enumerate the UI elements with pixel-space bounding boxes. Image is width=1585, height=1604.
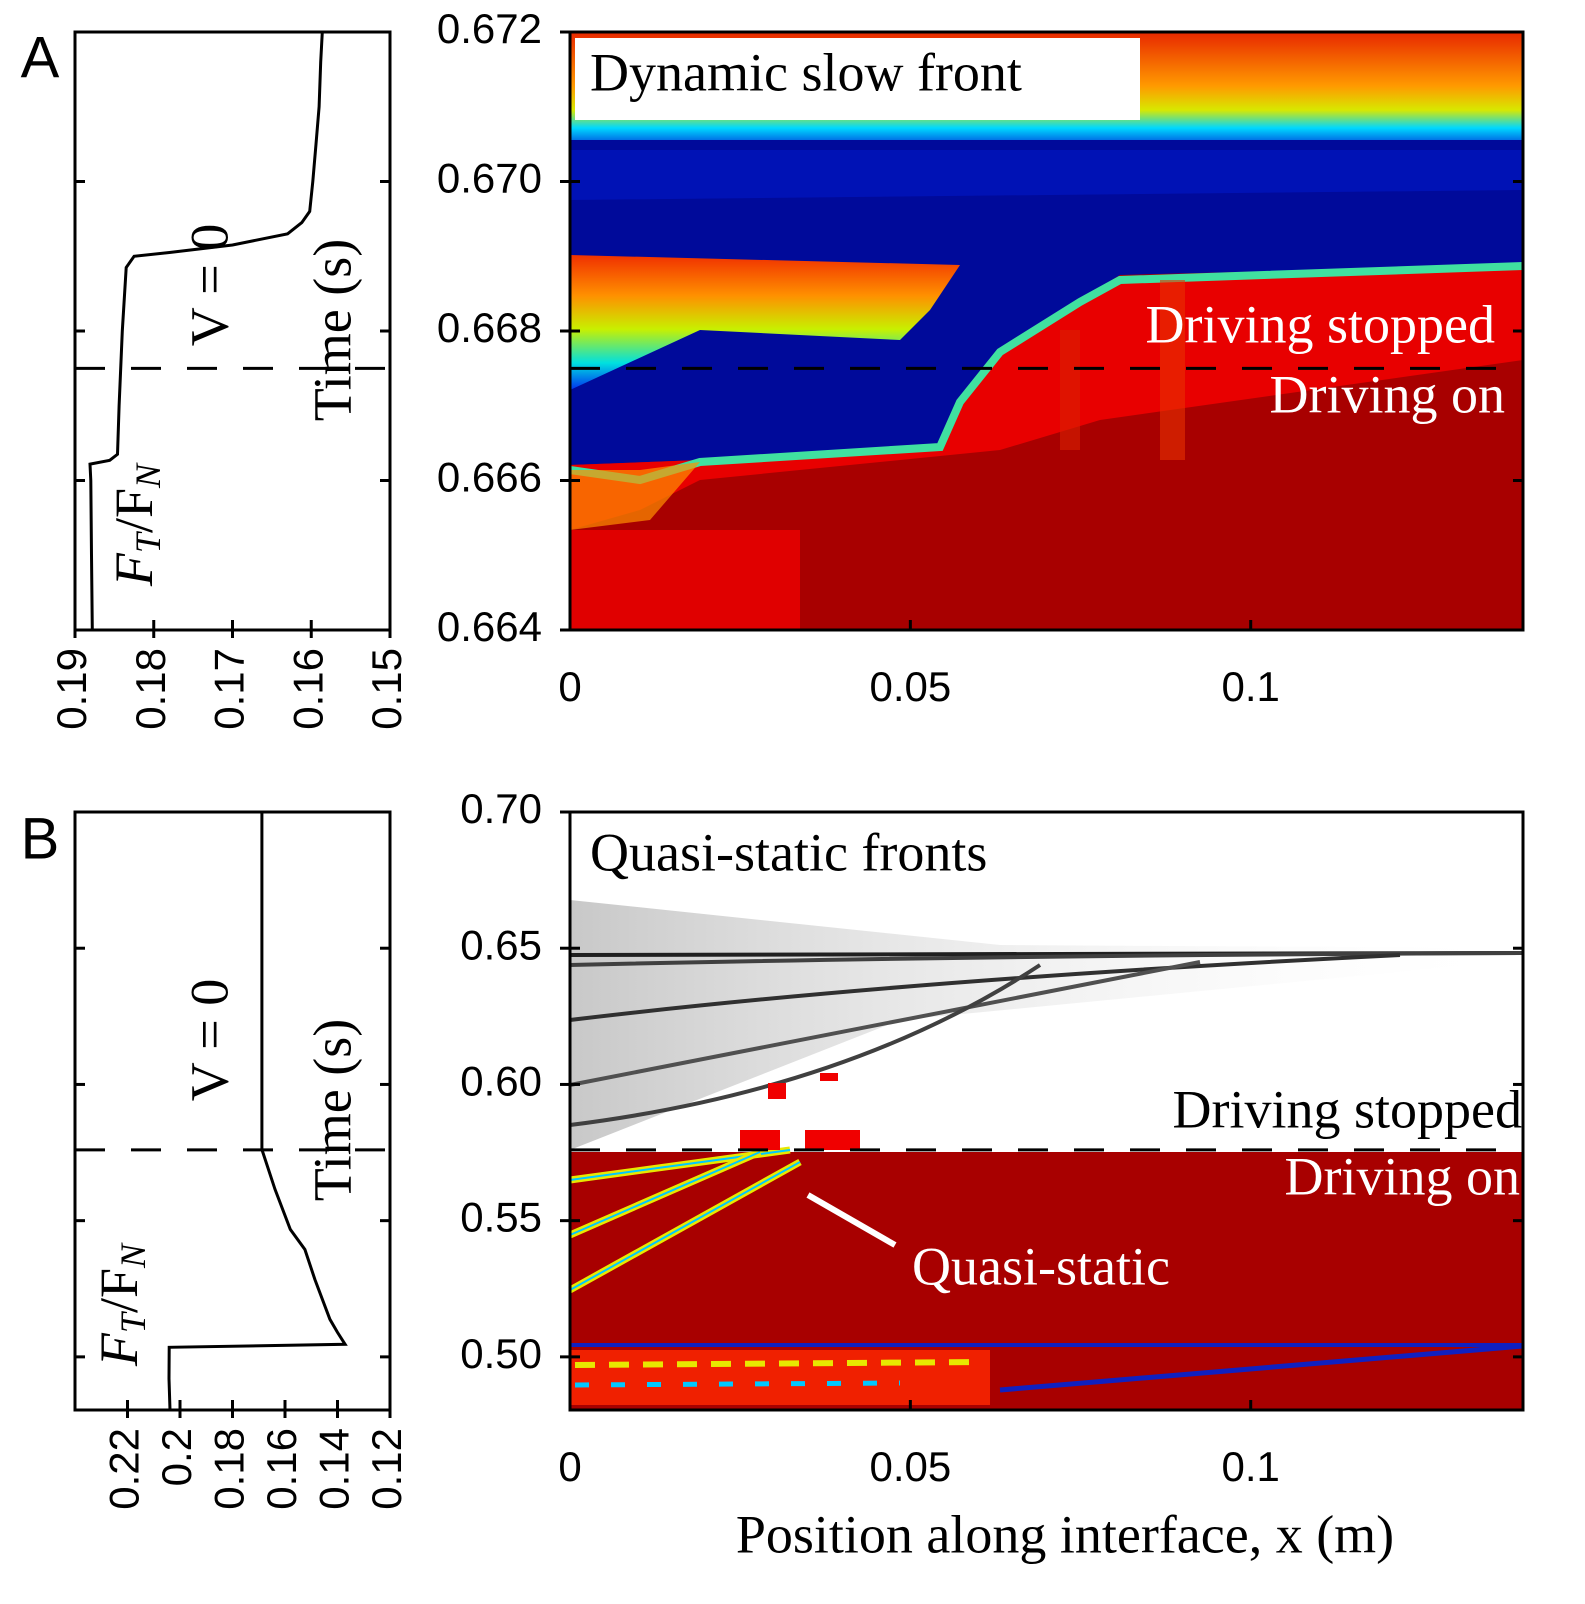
annotation: Quasi-static: [912, 1236, 1170, 1296]
annotation: Driving stopped: [1146, 294, 1495, 354]
x-tick-label: 0.15: [363, 648, 410, 730]
x-tick-label: 0.16: [284, 648, 331, 730]
plot-frame: [73, 810, 392, 1412]
series-line: [167, 812, 348, 1411]
annotation-pointer: [806, 1192, 897, 1248]
x-tick-label: 0.05: [869, 1443, 951, 1490]
heatmap-b: [568, 812, 1524, 1410]
plot-frame: [568, 30, 1525, 632]
x-tick-label: 0.22: [101, 1428, 148, 1510]
x-axis-label: FT/FN: [104, 462, 168, 587]
annotation: Driving stopped: [1173, 1079, 1522, 1139]
x-tick-label: 0.1: [1222, 663, 1280, 710]
annotation: V = 0: [179, 979, 239, 1101]
y-tick-label: 0.65: [460, 921, 542, 968]
y-axis-label: Time (s): [302, 1019, 362, 1202]
x-tick-label: 0.19: [48, 648, 95, 730]
series-line: [88, 31, 324, 631]
annotation: Driving on: [1270, 364, 1506, 424]
x-tick-label: 0.2: [153, 1428, 200, 1486]
heatmap-a: [569, 32, 1524, 630]
x-tick-label: 0.18: [127, 648, 174, 730]
y-tick-label: 0.672: [437, 5, 542, 52]
y-axis-label: Time (s): [302, 239, 362, 422]
plot-frame: [568, 810, 1525, 1412]
y-tick-label: 0.60: [460, 1058, 542, 1105]
y-tick-label: 0.50: [460, 1330, 542, 1377]
y-tick-label: 0.670: [437, 155, 542, 202]
x-tick-label: 0.1: [1222, 1443, 1280, 1490]
panel-label: A: [21, 25, 60, 90]
y-tick-label: 0.70: [460, 785, 542, 832]
plot-frame: [73, 30, 392, 632]
annotation: Driving on: [1285, 1146, 1521, 1206]
x-tick-label: 0.12: [363, 1428, 410, 1510]
x-tick-label: 0.14: [311, 1428, 358, 1510]
x-tick-label: 0: [558, 663, 581, 710]
y-tick-label: 0.668: [437, 304, 542, 351]
x-tick-label: 0: [558, 1443, 581, 1490]
chart-title: Quasi-static fronts: [590, 822, 987, 882]
x-tick-label: 0.18: [206, 1428, 253, 1510]
y-tick-label: 0.664: [437, 603, 542, 650]
chart-title: Dynamic slow front: [590, 42, 1022, 102]
x-tick-label: 0.05: [869, 663, 951, 710]
y-tick-label: 0.55: [460, 1194, 542, 1241]
panel-label: B: [21, 806, 60, 871]
x-axis-label: FT/FN: [89, 1242, 153, 1367]
annotation: V = 0: [179, 224, 239, 346]
x-tick-label: 0.16: [258, 1428, 305, 1510]
x-tick-label: 0.17: [206, 648, 253, 730]
y-tick-label: 0.666: [437, 454, 542, 501]
x-axis-label: Position along interface, x (m): [736, 1504, 1394, 1564]
title-box: [575, 38, 1140, 120]
